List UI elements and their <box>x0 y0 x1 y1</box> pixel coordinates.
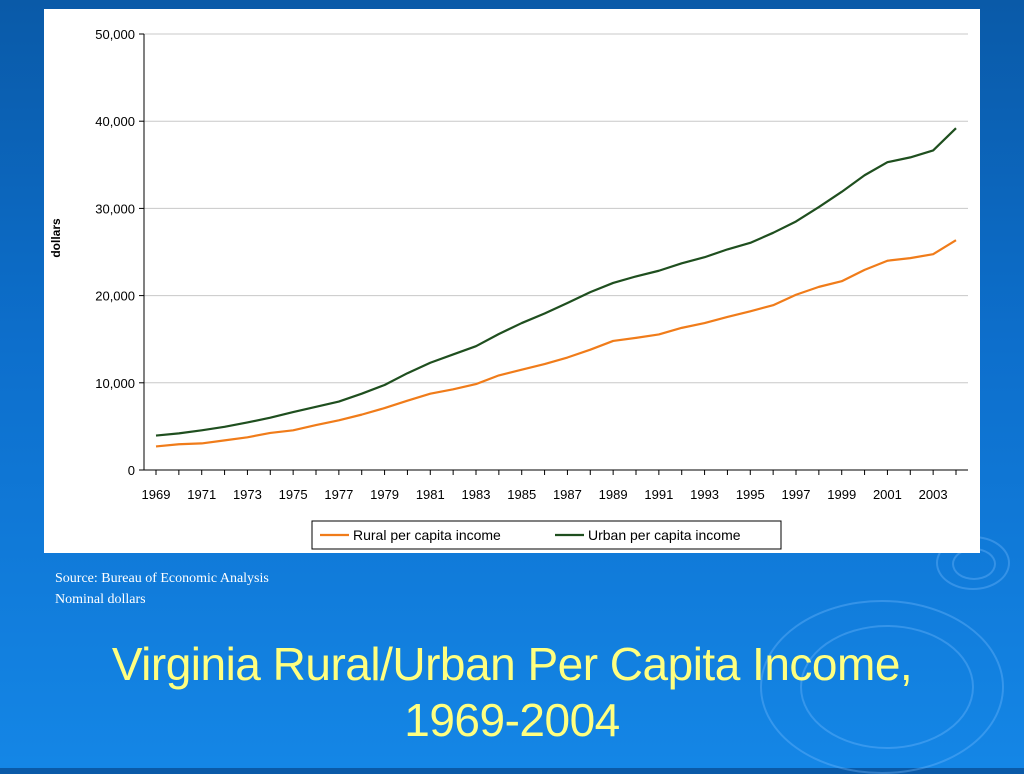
line-chart: 0 10,000 20,000 30,000 40,000 50,000 1969 1971… <box>44 9 980 553</box>
x-tick-label: 1969 <box>142 487 171 502</box>
x-tick-label: 2001 <box>873 487 902 502</box>
y-tick-label: 30,000 <box>95 201 135 216</box>
x-tick-label: 1975 <box>279 487 308 502</box>
x-tick-label: 1991 <box>644 487 673 502</box>
legend-label-urban: Urban per capita income <box>588 527 741 543</box>
x-axis-ticks: 1969 1971 1973 1975 1977 1979 1981 1983 1985 1987… <box>142 470 956 502</box>
y-tick-label: 20,000 <box>95 289 135 304</box>
x-tick-label: 1987 <box>553 487 582 502</box>
chart-series <box>156 128 956 446</box>
x-tick-label: 1981 <box>416 487 445 502</box>
x-tick-label: 1985 <box>507 487 536 502</box>
x-tick-label: 1983 <box>462 487 491 502</box>
x-tick-label: 1979 <box>370 487 399 502</box>
x-tick-label: 2003 <box>919 487 948 502</box>
y-tick-label: 40,000 <box>95 114 135 129</box>
x-tick-label: 1989 <box>599 487 628 502</box>
y-tick-label: 10,000 <box>95 376 135 391</box>
x-tick-label: 1999 <box>827 487 856 502</box>
chart-legend: Rural per capita income Urban per capita… <box>312 521 781 549</box>
slide-title-line-1: Virginia Rural/Urban Per Capita Income, <box>0 636 1024 692</box>
chart-panel: 0 10,000 20,000 30,000 40,000 50,000 1969 1971… <box>44 9 980 553</box>
y-tick-label: 50,000 <box>95 27 135 42</box>
y-tick-label: 0 <box>128 463 135 478</box>
note-line: Nominal dollars <box>55 589 269 610</box>
y-axis-ticks: 0 10,000 20,000 30,000 40,000 50,000 <box>95 27 144 478</box>
slide-title-line-2: 1969-2004 <box>0 692 1024 748</box>
x-tick-label: 1997 <box>782 487 811 502</box>
x-tick-label: 1977 <box>324 487 353 502</box>
x-tick-label: 1971 <box>187 487 216 502</box>
x-tick-label: 1973 <box>233 487 262 502</box>
source-line: Source: Bureau of Economic Analysis <box>55 568 269 589</box>
y-axis-title: dollars <box>49 218 63 258</box>
source-notes: Source: Bureau of Economic Analysis Nomi… <box>55 568 269 610</box>
x-tick-label: 1995 <box>736 487 765 502</box>
slide-title: Virginia Rural/Urban Per Capita Income, … <box>0 636 1024 748</box>
legend-label-rural: Rural per capita income <box>353 527 501 543</box>
x-tick-label: 1993 <box>690 487 719 502</box>
chart-gridlines <box>144 34 968 383</box>
